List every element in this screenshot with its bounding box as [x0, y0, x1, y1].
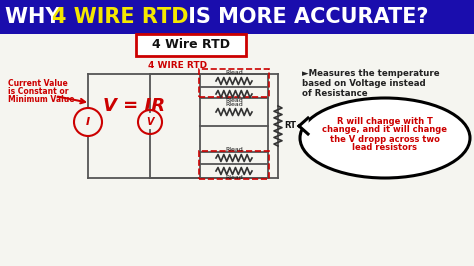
- Text: I: I: [86, 117, 90, 127]
- Text: IS MORE ACCURATE?: IS MORE ACCURATE?: [181, 7, 428, 27]
- Text: R will change with T: R will change with T: [337, 117, 433, 126]
- Text: lead resistors: lead resistors: [353, 143, 418, 152]
- FancyBboxPatch shape: [0, 0, 474, 34]
- Polygon shape: [299, 118, 308, 134]
- Text: the V dropp across two: the V dropp across two: [330, 135, 440, 143]
- Text: Rlead: Rlead: [225, 70, 243, 75]
- Text: is Constant or: is Constant or: [8, 86, 69, 95]
- Text: Rlead: Rlead: [225, 102, 243, 107]
- Text: V: V: [146, 117, 154, 127]
- FancyBboxPatch shape: [136, 34, 246, 56]
- FancyBboxPatch shape: [0, 34, 474, 266]
- Text: Rlead: Rlead: [225, 147, 243, 152]
- Text: Current Value: Current Value: [8, 78, 68, 88]
- Text: 4 WIRE RTD: 4 WIRE RTD: [52, 7, 189, 27]
- Text: Rlead: Rlead: [225, 98, 243, 103]
- Text: WHY: WHY: [5, 7, 68, 27]
- Text: 4 Wire RTD: 4 Wire RTD: [152, 39, 230, 52]
- Text: RT: RT: [284, 122, 296, 131]
- Text: change, and it will change: change, and it will change: [322, 126, 447, 135]
- Text: based on Voltage instead: based on Voltage instead: [302, 78, 426, 88]
- Ellipse shape: [300, 98, 470, 178]
- Text: V = IR: V = IR: [103, 97, 165, 115]
- Text: Minimum Value: Minimum Value: [8, 94, 74, 103]
- Text: of Resistance: of Resistance: [302, 89, 368, 98]
- Text: ►Measures the temperature: ►Measures the temperature: [302, 69, 439, 77]
- Text: Rlead: Rlead: [225, 175, 243, 180]
- Text: 4 WIRE RTD: 4 WIRE RTD: [148, 61, 207, 70]
